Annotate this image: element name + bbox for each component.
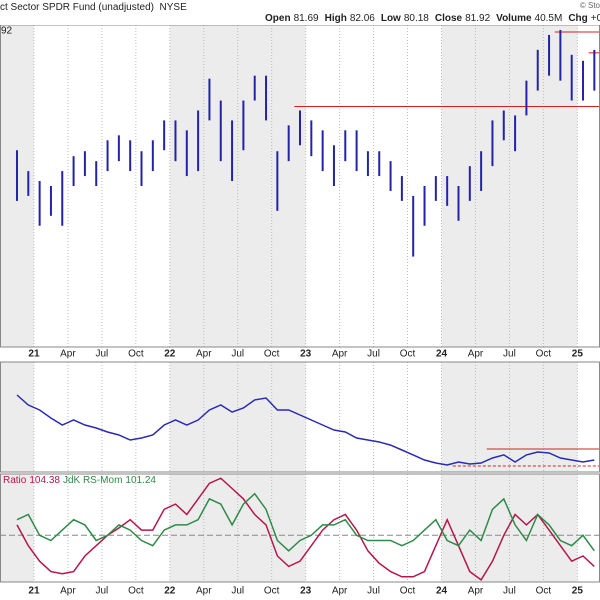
x-tick-label: Oct <box>264 586 280 597</box>
quote-value: 81.92 <box>465 13 491 24</box>
x-tick-label: 21 <box>28 586 40 597</box>
year-shade <box>441 25 578 347</box>
x-tick-label: Oct <box>400 586 416 597</box>
credit: © Sto <box>579 1 600 10</box>
x-tick-label: Apr <box>332 349 348 360</box>
x-tick-label: 25 <box>572 586 584 597</box>
data-line <box>16 477 595 581</box>
x-tick-label: Oct <box>128 349 144 360</box>
quote-value: 81.69 <box>293 13 319 24</box>
legend: Ratio 104.38 JdK RS-Mom 101.24 <box>3 475 156 486</box>
legend-legend-value: 104.38 <box>29 475 60 486</box>
x-tick-label: Jul <box>95 349 108 360</box>
x-tick-label: Jul <box>367 349 380 360</box>
x-tick-label: Jul <box>503 586 516 597</box>
header: ct Sector SPDR Fund (unadjusted) NYSE © … <box>0 0 600 25</box>
x-tick-label: Oct <box>264 349 280 360</box>
x-tick-label: Apr <box>196 349 212 360</box>
corner-label: 92 <box>1 26 13 37</box>
x-tick-label: Jul <box>231 349 244 360</box>
exchange: NYSE <box>159 2 187 13</box>
x-tick-label: 21 <box>28 349 40 360</box>
x-tick-label: 23 <box>300 586 312 597</box>
quote-label: Low <box>380 13 401 24</box>
title: ct Sector SPDR Fund (unadjusted) <box>0 2 154 13</box>
x-tick-label: 22 <box>164 586 176 597</box>
x-tick-label: Apr <box>332 586 348 597</box>
x-tick-label: Oct <box>128 586 144 597</box>
quote-value: 80.18 <box>403 13 429 24</box>
x-tick-label: Jul <box>231 586 244 597</box>
legend-legend-value: 101.24 <box>125 475 156 486</box>
title-row: ct Sector SPDR Fund (unadjusted) NYSE <box>0 2 187 13</box>
x-tick-label: 24 <box>436 349 448 360</box>
quote-label: Open <box>265 13 291 24</box>
x-tick-label: Oct <box>536 349 552 360</box>
x-tick-label: Oct <box>536 586 552 597</box>
quote-value: 40.5M <box>534 13 563 24</box>
quote-label: Volume <box>496 13 532 24</box>
x-tick-label: Jul <box>503 349 516 360</box>
year-shade <box>169 25 306 347</box>
quote-row: Open 81.69 High 82.06 Low 80.18 Close 81.92 Volu… <box>265 13 600 24</box>
x-tick-label: Oct <box>400 349 416 360</box>
year-shade <box>0 474 34 582</box>
legend-name: JdK RS-Mom <box>63 475 122 486</box>
chart: 21 Apr Jul Oct 22 Apr Jul Oct 23 Apr Jul Oct 24 Apr Ju… <box>0 25 600 597</box>
x-tick-label: 24 <box>436 586 448 597</box>
quote-value: +0. <box>590 13 600 24</box>
x-tick-label: Jul <box>367 586 380 597</box>
x-tick-label: Apr <box>60 349 76 360</box>
quote-label: Chg <box>568 13 588 24</box>
x-tick-label: Jul <box>95 586 108 597</box>
x-tick-label: Apr <box>468 349 484 360</box>
x-tick-label: 25 <box>572 349 584 360</box>
data-line <box>16 394 595 466</box>
x-tick-label: Apr <box>196 586 212 597</box>
x-tick-label: 23 <box>300 349 312 360</box>
legend-name: Ratio <box>3 475 27 486</box>
data-line <box>16 492 595 552</box>
year-shade <box>0 362 34 472</box>
x-tick-label: 22 <box>164 349 176 360</box>
quote-value: 82.06 <box>349 13 375 24</box>
quote-label: High <box>324 13 347 24</box>
x-tick-label: Apr <box>468 586 484 597</box>
x-tick-label: Apr <box>60 586 76 597</box>
quote-label: Close <box>434 13 463 24</box>
